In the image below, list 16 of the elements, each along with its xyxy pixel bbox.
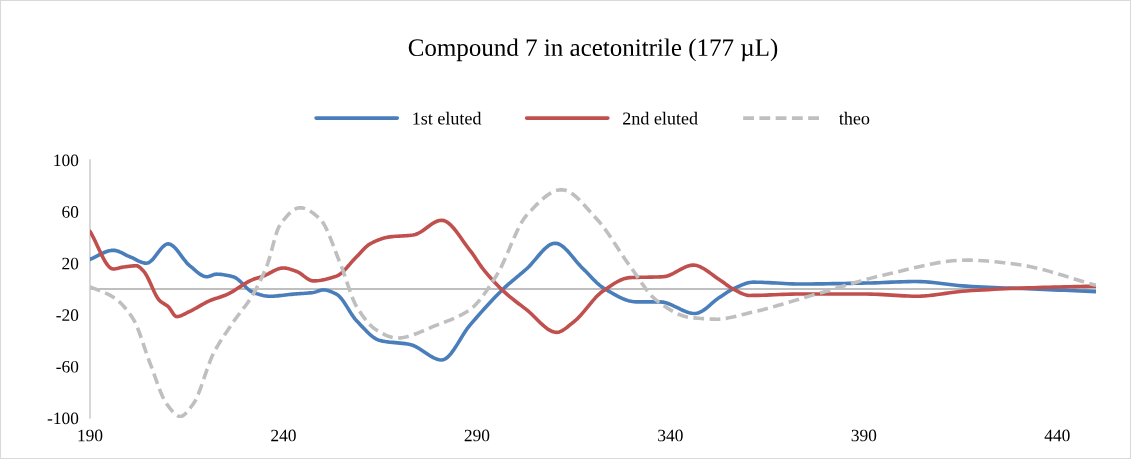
y-tick-label: -20 [56, 309, 79, 321]
y-tick-label: -100 [47, 412, 79, 425]
y-tick-label: 20 [62, 257, 79, 270]
x-tick-label: 440 [1044, 429, 1070, 442]
x-tick-label: 240 [271, 429, 296, 442]
y-tick-label: -60 [56, 360, 79, 373]
x-tick-label: 390 [851, 429, 877, 442]
y-tick-label: 100 [54, 154, 79, 167]
x-tick-label: 340 [658, 429, 683, 442]
x-tick-label: 190 [78, 429, 103, 442]
x-tick-label: 290 [464, 429, 490, 442]
legend-label: theo [839, 111, 870, 125]
y-tick-label: 60 [62, 206, 79, 218]
chart-title: Compound 7 in acetonitrile (177 µL) [408, 38, 778, 62]
legend-label: 1st eluted [413, 111, 482, 125]
legend-label: 2nd eluted [623, 111, 698, 125]
